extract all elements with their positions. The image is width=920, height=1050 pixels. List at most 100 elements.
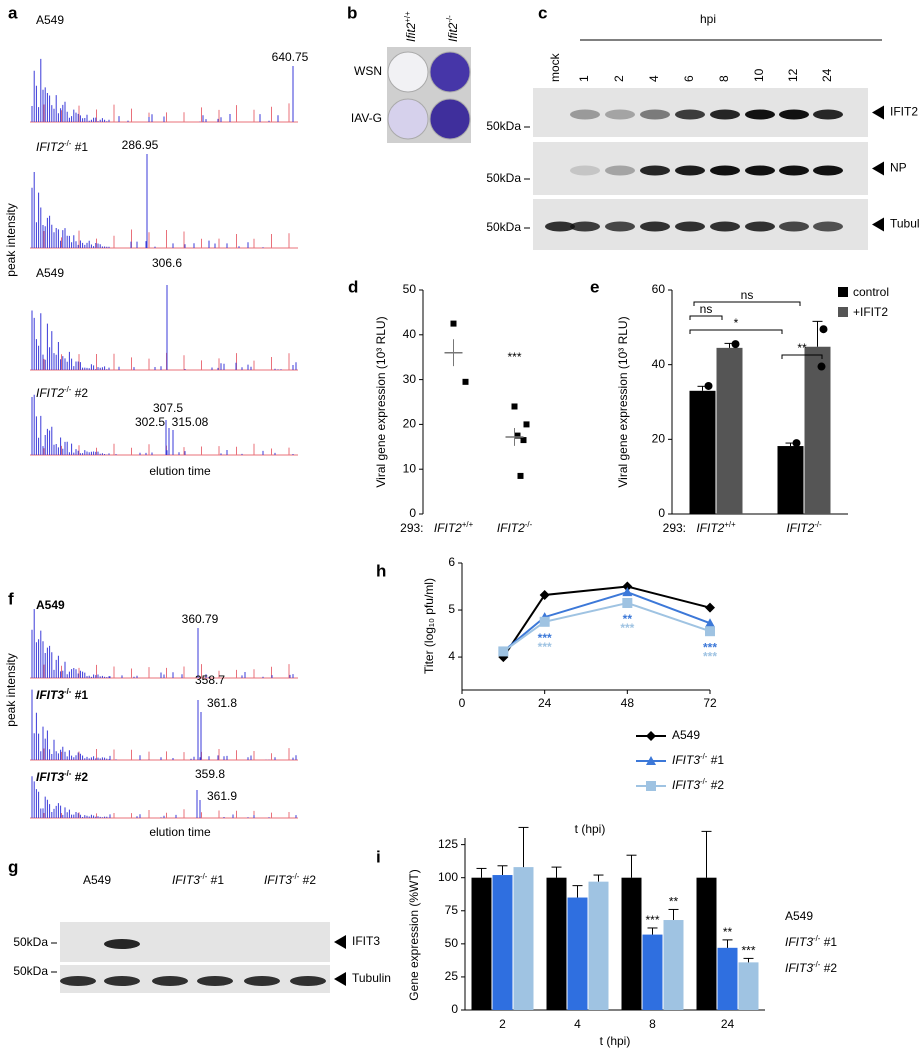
x-tick-label: 0 (459, 696, 466, 710)
band (745, 165, 775, 176)
peak-label: 307.5 (153, 401, 183, 415)
bar (513, 867, 534, 1010)
legend-label: A549 (672, 728, 700, 742)
bar (696, 877, 717, 1010)
point (462, 378, 469, 385)
series-line (502, 585, 711, 658)
band (570, 109, 600, 120)
point (517, 472, 524, 479)
x-tick-label: 2 (499, 1017, 506, 1031)
marker (705, 618, 715, 628)
row-label: IAV-G (351, 111, 382, 125)
band (745, 221, 775, 232)
significance: *** (620, 621, 634, 635)
lane-label: mock (548, 52, 562, 82)
peak-label: 358.7 (195, 673, 225, 687)
peak-label: 306.6 (152, 256, 182, 270)
panel-letter: f (8, 589, 14, 608)
x-tick-label: 24 (721, 1017, 735, 1031)
comparison-label: ns (700, 302, 713, 316)
marker (646, 756, 656, 765)
comparison-label: * (734, 316, 739, 330)
bar (663, 920, 684, 1010)
significance: *** (538, 631, 552, 645)
band (605, 165, 635, 176)
trace-blue (31, 776, 297, 818)
group-label: hpi (700, 12, 716, 26)
marker (539, 589, 550, 600)
lane-label: 2 (612, 75, 626, 82)
bar (716, 347, 743, 514)
point (511, 403, 518, 410)
x-prefix: 293: (400, 521, 423, 535)
bar (546, 877, 567, 1010)
band (570, 165, 600, 176)
blot-strip (60, 922, 330, 962)
plaque-well (429, 51, 471, 93)
panel-letter: h (376, 561, 386, 580)
significance: ** (669, 895, 679, 909)
y-tick-label: 100 (438, 870, 458, 884)
marker (705, 602, 715, 613)
peak-label: 359.8 (195, 767, 225, 781)
x-axis-label: elution time (149, 825, 211, 839)
peak-label: 286.95 (122, 138, 159, 152)
column-label: Ifit2+/+ (403, 11, 419, 42)
lane-label: 24 (820, 68, 834, 82)
x-tick-label: 72 (703, 696, 717, 710)
size-marker: 50kDa (486, 220, 521, 234)
trace-name: A549 (36, 13, 64, 27)
marker (622, 597, 633, 608)
lane-label: IFIT3-/- #1 (172, 872, 224, 888)
band (570, 221, 600, 232)
significance: ** (623, 612, 633, 626)
arrowhead (872, 161, 884, 176)
size-marker: 50kDa (13, 935, 48, 949)
panel-letter: c (538, 3, 547, 22)
band-label: IFIT2 (890, 105, 918, 119)
comparison-label: ns (741, 288, 754, 302)
lane-label: 4 (647, 75, 661, 82)
trace-red (43, 809, 290, 818)
band-label: Tubulin (352, 971, 391, 985)
significance: *** (538, 640, 552, 654)
trace-blue (31, 58, 294, 122)
band (244, 976, 280, 986)
y-tick-label: 125 (438, 837, 458, 851)
y-axis-label: Titer (log₁₀ pfu/ml) (422, 578, 436, 674)
legend-label: control (853, 285, 889, 299)
trace-blue (31, 689, 297, 760)
marker (622, 581, 633, 592)
band (640, 109, 670, 120)
band (779, 109, 809, 120)
band (605, 109, 635, 120)
bracket (781, 354, 823, 359)
y-tick-label: 50 (403, 282, 417, 296)
arrowhead (334, 972, 346, 986)
peak-label: 315.08 (172, 415, 209, 429)
trace-name: A549 (36, 266, 64, 280)
trace-blue (31, 609, 294, 678)
lane-label: 6 (682, 75, 696, 82)
panel-letter: b (347, 3, 357, 22)
trace-red (43, 229, 290, 248)
legend-label: IFIT3-/- #1 (672, 752, 724, 768)
panel-letter: e (590, 277, 599, 296)
point (450, 320, 457, 327)
y-tick-label: 20 (403, 417, 417, 431)
arrowhead (872, 105, 884, 120)
x-tick-label: 48 (621, 696, 635, 710)
y-tick-label: 0 (409, 506, 416, 520)
trace-red (43, 664, 290, 678)
y-tick-label: 20 (652, 432, 666, 446)
bar (588, 881, 609, 1010)
trace-name: A549 (36, 598, 65, 612)
row-label: WSN (354, 64, 382, 78)
y-tick-label: 40 (652, 357, 666, 371)
point (704, 381, 713, 390)
x-tick-label: IFIT2-/- (497, 520, 533, 536)
trace-name: IFIT2-/- #2 (36, 385, 88, 401)
size-marker: 50kDa (486, 119, 521, 133)
band-label: NP (890, 161, 907, 175)
blot-strip (60, 965, 330, 993)
